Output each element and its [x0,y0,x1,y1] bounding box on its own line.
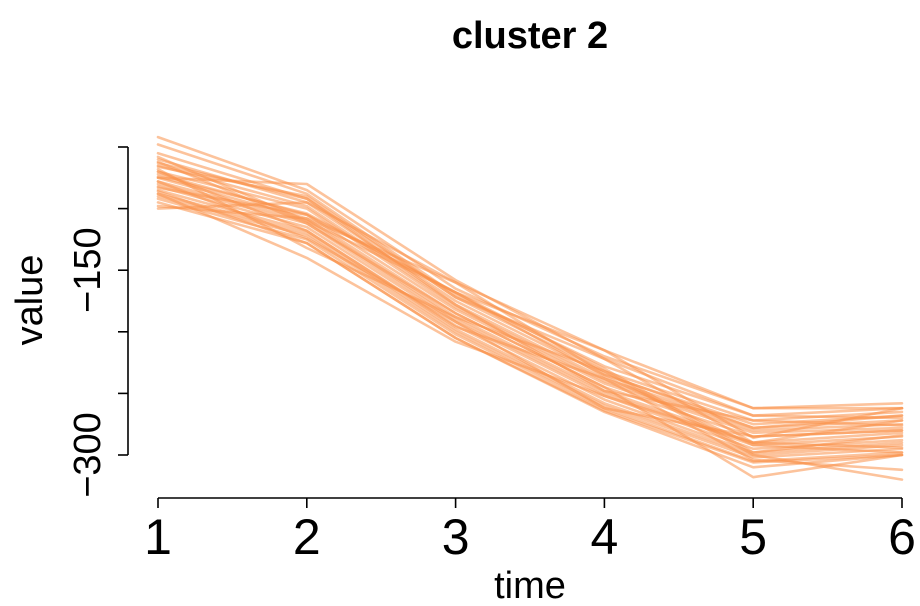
x-tick-label-5: 5 [739,509,767,565]
chart-title: cluster 2 [452,15,608,57]
series-line-22 [156,161,904,427]
series-line-17 [156,201,904,410]
x-tick-label-1: 1 [144,509,172,565]
y-tick-label: −150 [67,227,109,313]
series-line-29 [156,175,904,440]
series-line-30 [156,160,904,479]
series-group [156,135,904,481]
series-line-27 [156,204,904,430]
x-axis: 1 2 3 4 5 6 [144,497,916,565]
series-line-20 [156,192,904,445]
series-line-3 [156,151,904,422]
series-line-23 [156,180,904,438]
series-line-28 [156,190,904,464]
series-line-4 [156,158,904,426]
series-line-25 [156,186,904,454]
x-axis-label: time [494,565,566,606]
series-line-18 [156,176,904,420]
x-tick-label-3: 3 [442,509,470,565]
y-axis-label: value [9,255,51,346]
y-axis: −300 −150 [67,146,129,498]
x-tick-label-2: 2 [293,509,321,565]
y-tick-label: −300 [67,412,109,498]
x-tick-label-6: 6 [888,509,916,565]
x-tick-label-4: 4 [590,509,618,565]
